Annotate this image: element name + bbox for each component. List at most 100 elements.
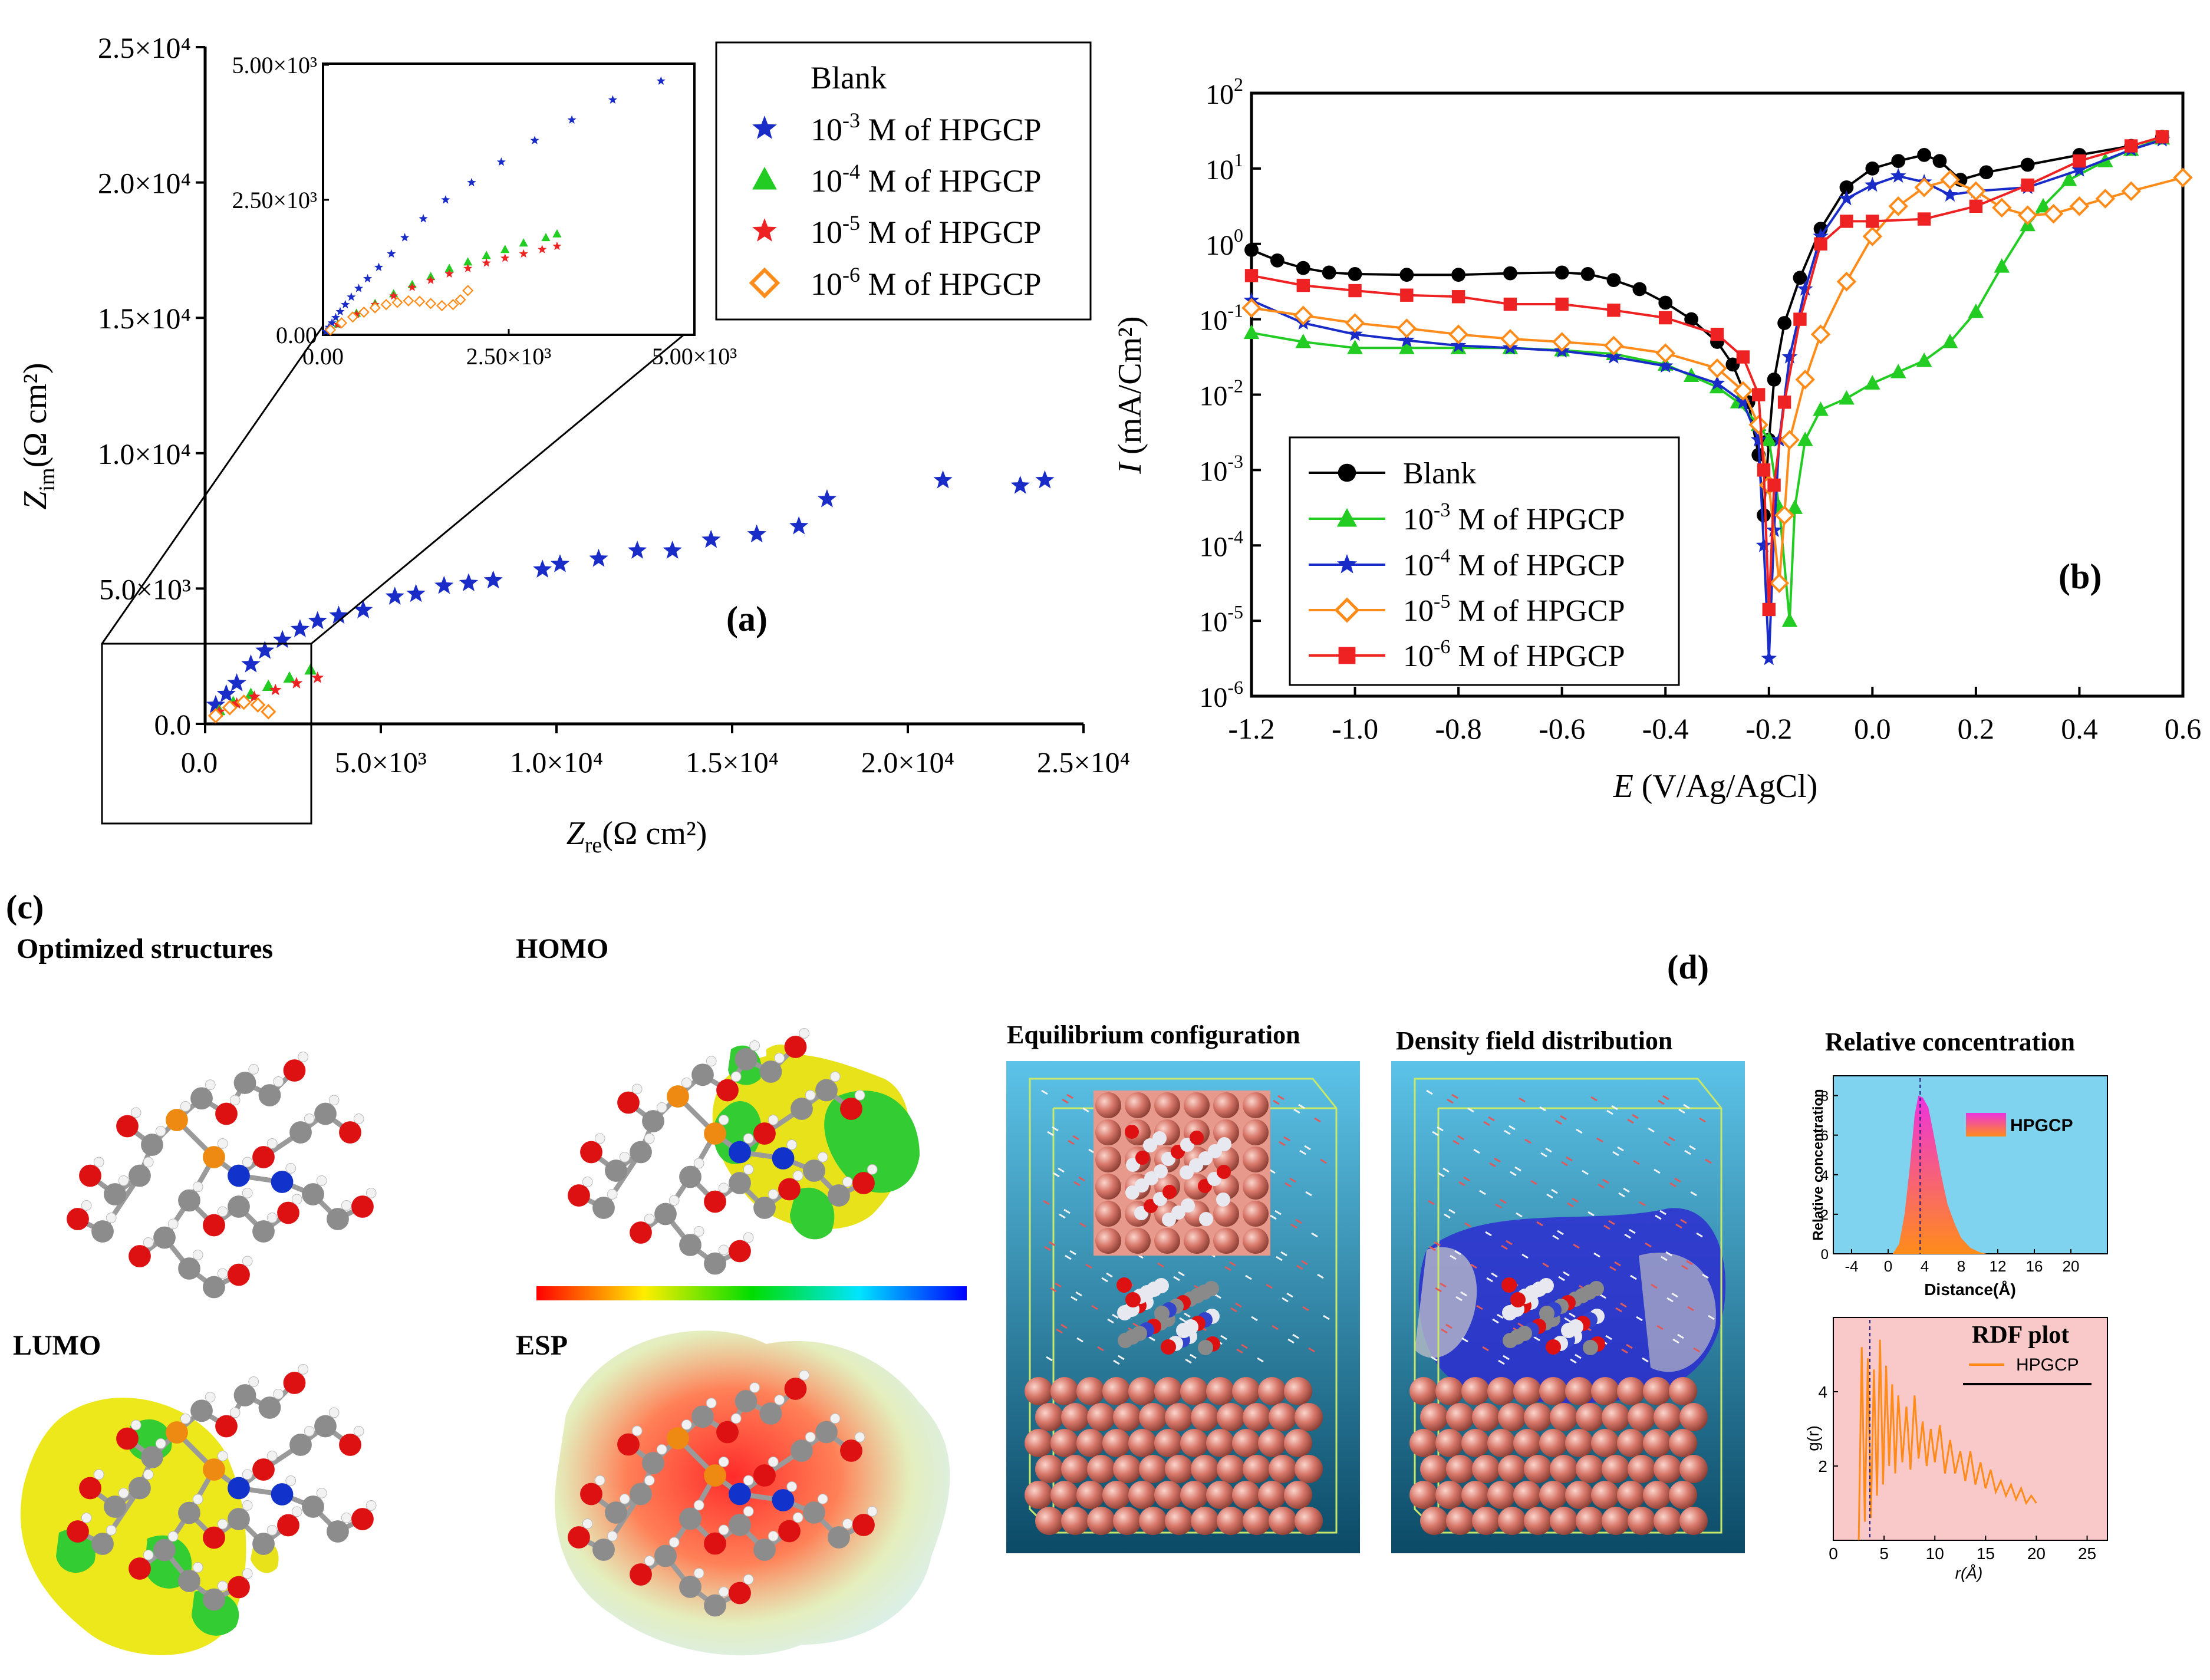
legend-a-1e-3: 10-3 M of HPGCP: [811, 108, 1042, 147]
tafel-point: [1942, 333, 1958, 348]
inset-point: [389, 291, 398, 300]
tafel-point: [2021, 178, 2034, 192]
tafel-curve: [1251, 136, 2163, 610]
nyquist-x-tick-label: 0.0: [181, 746, 218, 779]
nyquist-y-tick-label: 2.5×10⁴: [98, 31, 191, 64]
tafel-x-tick-label: -0.8: [1435, 712, 1482, 745]
legend-a-blank: Blank: [811, 60, 887, 95]
nyquist-point: [230, 697, 243, 709]
tafel-point: [2069, 196, 2090, 216]
tafel-y-tick-label: 10-4: [1199, 526, 1243, 562]
tafel-point: [1606, 348, 1622, 364]
inset-point: [436, 299, 448, 312]
tafel-point: [1735, 394, 1751, 409]
rdf-title: RDF plot: [1972, 1322, 2069, 1349]
tafel-point: [1244, 269, 1259, 282]
esp-image: [555, 1330, 950, 1656]
esp-color-bar: [536, 1286, 967, 1300]
rdf-y-axis-label: g(r): [1804, 1425, 1822, 1451]
nyquist-point: [354, 600, 373, 618]
tafel-point: [1762, 602, 1776, 617]
optimized-structure-image: [67, 1052, 377, 1299]
legend-b-marker: [1334, 597, 1360, 623]
inset-point: [519, 238, 528, 247]
tafel-point: [1781, 348, 1798, 364]
tafel-point: [1736, 350, 1750, 364]
tafel-y-tick-label: 10-6: [1199, 677, 1243, 713]
equilibrium-image: [1006, 1061, 1360, 1553]
inset-point: [358, 306, 370, 318]
esp-title: ESP: [516, 1330, 568, 1361]
panel-d-label: (d): [1667, 948, 1709, 986]
nyquist-inset: 0.00 2.50×10³ 5.00×10³ 0.00 2.50×10³ 5.00×10³: [232, 52, 737, 370]
nyquist-point: [406, 584, 426, 602]
tafel-point: [1707, 358, 1727, 378]
tafel-point: [2155, 130, 2169, 144]
inset-point: [391, 297, 403, 308]
tafel-point: [1448, 324, 1468, 344]
tafel-x-tick-label: 0.6: [2165, 712, 2202, 745]
tafel-point: [1795, 370, 1815, 390]
tafel-point: [1348, 267, 1362, 281]
rc-y-tick-label: 2: [1821, 1207, 1829, 1223]
zoom-box: [101, 643, 312, 825]
tafel-point: [2121, 181, 2141, 202]
tafel-point: [1866, 215, 1879, 228]
legend-b-1e-4: 10-4 M of HPGCP: [1403, 545, 1625, 582]
inset-point: [538, 245, 547, 253]
tafel-plot: -1.2 -1.0 -0.8 -0.6 -0.4 -0.2 0.0 0.2 0.4 0.6 102 1…: [1112, 74, 2201, 805]
nyquist-x-tick-label: 2.5×10⁴: [1037, 746, 1130, 779]
inset-point: [463, 257, 473, 266]
nyquist-point: [483, 570, 503, 589]
nyquist-point: [236, 694, 252, 710]
nyquist-y-tick-label: 0.0: [154, 708, 192, 741]
tafel-point: [2035, 197, 2051, 213]
inset-point: [500, 253, 510, 262]
tafel-point: [1865, 375, 1880, 390]
tafel-point: [1752, 388, 1766, 401]
tafel-y-tick-label: 10-2: [1199, 375, 1243, 412]
legend-b-marker: [1336, 508, 1358, 527]
tafel-point: [1865, 177, 1880, 192]
tafel-point: [2095, 189, 2116, 209]
panel-c-label: (c): [6, 888, 44, 926]
nyquist-y-tick-label: 2.0×10⁴: [98, 167, 191, 200]
inset-point: [380, 299, 392, 311]
nyquist-y-tick-label: 1.5×10⁴: [98, 302, 191, 335]
rc-y-tick-label: 6: [1821, 1128, 1829, 1144]
nyquist-point: [329, 605, 348, 624]
inset-point: [567, 115, 577, 124]
nyquist-point: [269, 683, 282, 696]
tafel-point: [1397, 318, 1417, 338]
tafel-point: [1295, 333, 1312, 348]
tafel-point: [1580, 267, 1595, 281]
tafel-point: [1450, 337, 1467, 353]
nyquist-point: [1010, 475, 1030, 494]
tafel-point: [1769, 573, 1790, 593]
rdf-x-tick-label: 10: [1926, 1544, 1944, 1563]
tafel-x-tick-label: -0.2: [1745, 712, 1792, 745]
tafel-point: [1399, 332, 1415, 347]
inset-point: [500, 245, 510, 253]
rc-legend-swatch: [1966, 1113, 2006, 1137]
tafel-x-tick-label: 0.2: [1958, 712, 1995, 745]
tafel-point: [1243, 324, 1260, 340]
rc-y-tick-label: 4: [1821, 1168, 1829, 1184]
tafel-point: [1296, 278, 1310, 292]
tafel-point: [1793, 312, 1807, 326]
tafel-point: [1781, 612, 1798, 627]
inset-point: [327, 318, 337, 327]
tafel-point: [1555, 297, 1569, 311]
nyquist-y-tick-label: 5.0×10³: [99, 572, 191, 605]
nyquist-point: [248, 690, 261, 702]
tafel-point: [1865, 161, 1880, 176]
rc-x-tick-label: 12: [1990, 1257, 2007, 1275]
inset-y-tick-label: 0.00: [276, 322, 317, 348]
nyquist-legend: Blank 10-3 M of HPGCP 10-4 M of HPGCP 10…: [715, 41, 1092, 321]
tafel-point: [1761, 431, 1777, 446]
inset-point: [369, 302, 381, 314]
nyquist-point: [283, 671, 296, 683]
tafel-point: [1757, 463, 1771, 477]
tafel-point: [1554, 265, 1569, 280]
